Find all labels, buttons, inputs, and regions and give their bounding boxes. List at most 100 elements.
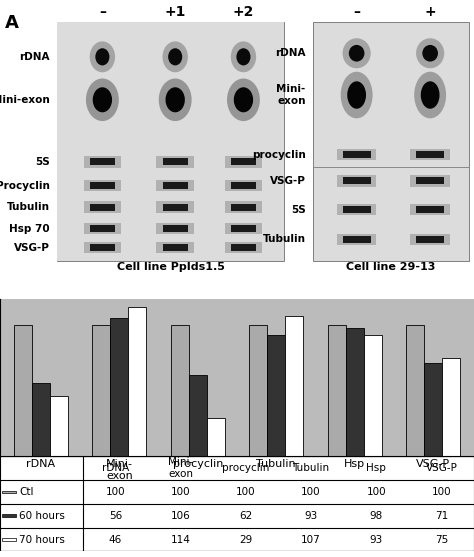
Bar	[406, 325, 424, 456]
Text: 46: 46	[109, 535, 122, 545]
Bar	[364, 335, 382, 456]
Ellipse shape	[414, 72, 446, 118]
Text: Cell line PpIds1.5: Cell line PpIds1.5	[117, 262, 225, 272]
Bar	[410, 175, 450, 187]
Text: 62: 62	[239, 511, 253, 521]
Bar	[416, 151, 444, 158]
Bar	[90, 204, 115, 211]
Ellipse shape	[227, 79, 260, 121]
Bar	[231, 244, 256, 251]
Bar	[90, 244, 115, 251]
Text: Tubulin: Tubulin	[7, 202, 50, 212]
Text: 114: 114	[171, 535, 191, 545]
Text: 70 hours: 70 hours	[19, 535, 65, 545]
Bar	[156, 156, 194, 168]
Bar	[163, 225, 188, 232]
Bar	[337, 204, 376, 215]
Bar	[163, 158, 188, 165]
Text: A: A	[5, 14, 18, 32]
Bar	[424, 363, 442, 456]
Bar	[83, 156, 121, 168]
Text: 106: 106	[171, 511, 191, 521]
Text: 75: 75	[435, 535, 448, 545]
Bar	[231, 182, 256, 189]
Text: VSG-P: VSG-P	[426, 463, 457, 473]
Text: 100: 100	[236, 487, 255, 497]
Bar	[50, 396, 68, 456]
Bar	[2, 515, 16, 517]
Ellipse shape	[231, 41, 256, 72]
Bar	[416, 236, 444, 243]
Ellipse shape	[163, 41, 188, 72]
Bar	[231, 225, 256, 232]
Bar	[328, 325, 346, 456]
Bar	[225, 156, 262, 168]
Ellipse shape	[159, 79, 191, 121]
Text: –: –	[353, 6, 360, 19]
Text: Mini-
exon: Mini- exon	[168, 457, 193, 479]
Text: 98: 98	[370, 511, 383, 521]
Bar	[343, 177, 371, 184]
Bar	[57, 22, 284, 261]
Ellipse shape	[347, 81, 366, 109]
Text: +: +	[424, 6, 436, 19]
Bar	[249, 325, 267, 456]
Text: Tubulin: Tubulin	[263, 234, 306, 245]
Text: +1: +1	[164, 6, 186, 19]
Bar	[410, 149, 450, 160]
Bar	[225, 202, 262, 213]
Text: Mini-exon: Mini-exon	[0, 95, 50, 105]
Text: Hsp 70: Hsp 70	[9, 224, 50, 233]
Bar	[207, 418, 225, 456]
Bar	[2, 491, 16, 494]
Bar	[285, 316, 303, 456]
Bar	[83, 202, 121, 213]
Ellipse shape	[86, 79, 119, 121]
Bar	[156, 223, 194, 234]
Text: 100: 100	[432, 487, 451, 497]
Bar	[171, 325, 189, 456]
Bar	[416, 206, 444, 213]
Bar	[156, 202, 194, 213]
Bar	[313, 22, 469, 261]
Text: VSG-P: VSG-P	[270, 176, 306, 186]
Text: 107: 107	[301, 535, 321, 545]
Bar	[343, 151, 371, 158]
Text: 29: 29	[239, 535, 253, 545]
Bar	[410, 204, 450, 215]
Bar	[225, 242, 262, 253]
Bar	[189, 375, 207, 456]
Bar	[346, 328, 364, 456]
Text: 100: 100	[106, 487, 125, 497]
Bar	[231, 204, 256, 211]
Text: rDNA: rDNA	[102, 463, 129, 473]
Ellipse shape	[168, 48, 182, 65]
Bar	[416, 177, 444, 184]
Ellipse shape	[422, 45, 438, 62]
Bar	[410, 233, 450, 245]
Ellipse shape	[237, 48, 250, 65]
Text: 100: 100	[366, 487, 386, 497]
Text: +2: +2	[233, 6, 254, 19]
Text: 100: 100	[171, 487, 191, 497]
Text: 5S: 5S	[291, 204, 306, 214]
Ellipse shape	[341, 72, 373, 118]
Bar	[156, 180, 194, 192]
Bar	[156, 242, 194, 253]
Bar	[231, 158, 256, 165]
Bar	[337, 149, 376, 160]
Bar	[92, 325, 110, 456]
Bar	[225, 223, 262, 234]
Ellipse shape	[416, 38, 444, 69]
Text: 100: 100	[301, 487, 321, 497]
Text: Tubulin: Tubulin	[292, 463, 329, 473]
Bar	[343, 206, 371, 213]
Ellipse shape	[95, 48, 109, 65]
Ellipse shape	[90, 41, 115, 72]
Bar	[14, 325, 32, 456]
Ellipse shape	[165, 87, 185, 113]
Text: VSG-P: VSG-P	[14, 243, 50, 253]
Bar	[83, 223, 121, 234]
Text: 5S: 5S	[35, 157, 50, 167]
Text: Mini-
exon: Mini- exon	[276, 84, 306, 106]
